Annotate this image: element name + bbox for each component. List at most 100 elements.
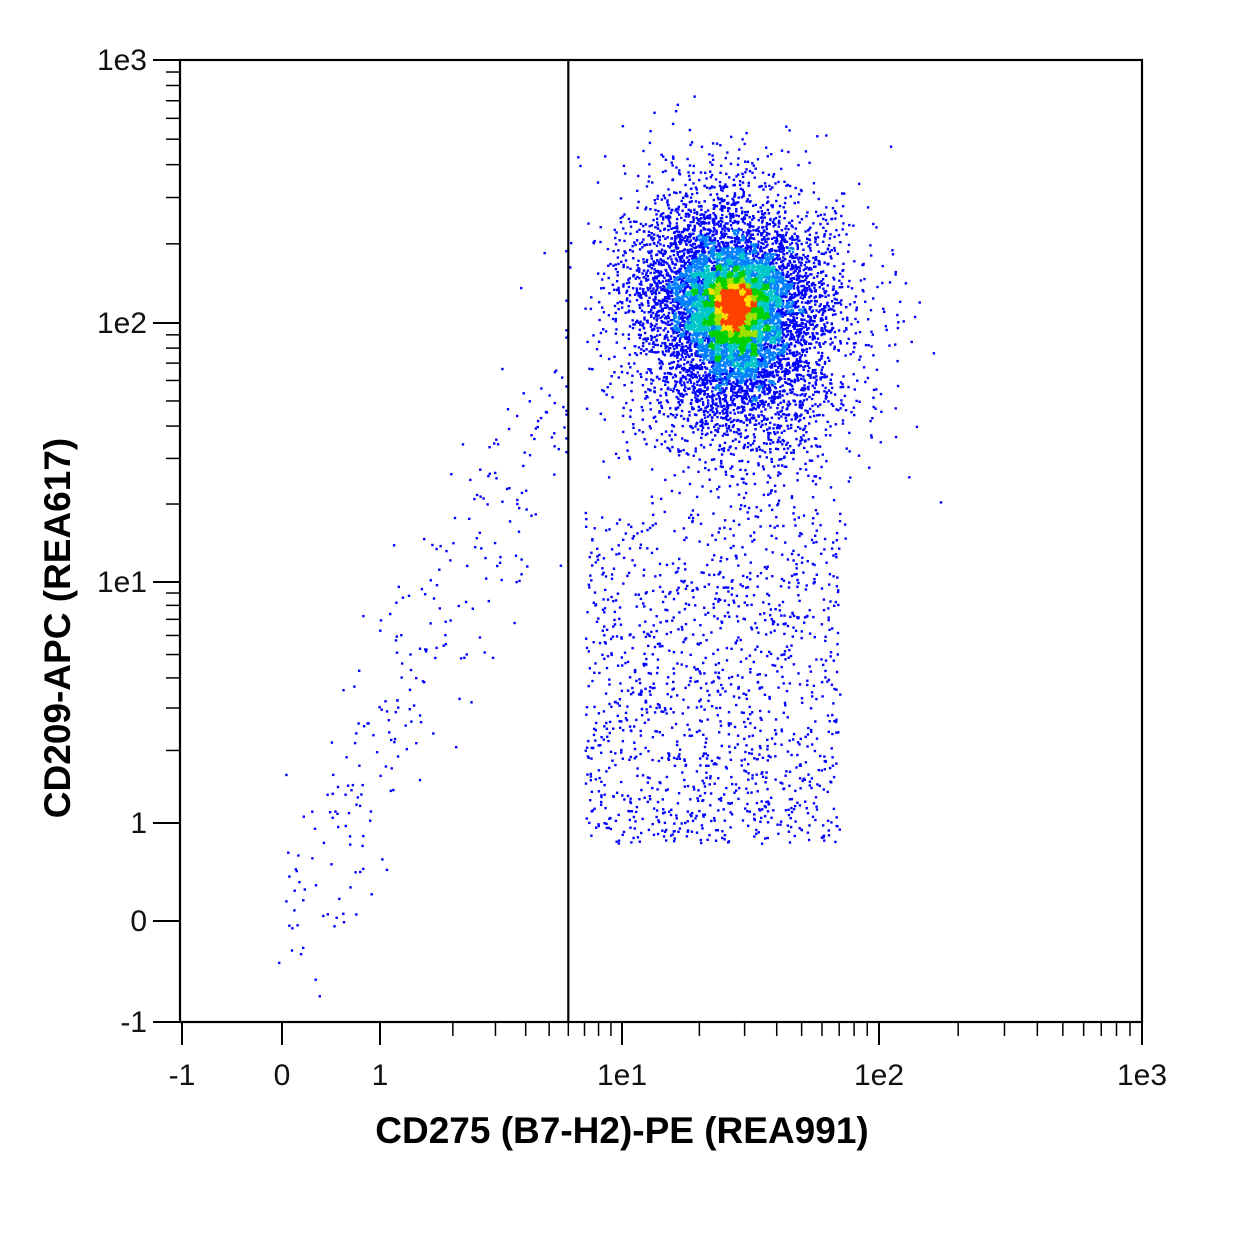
data-point bbox=[849, 476, 852, 479]
data-point bbox=[801, 336, 804, 339]
data-point bbox=[763, 386, 766, 389]
data-point bbox=[718, 362, 722, 365]
data-point bbox=[733, 256, 736, 259]
data-point bbox=[759, 245, 763, 248]
data-point bbox=[804, 274, 807, 278]
data-point bbox=[666, 300, 669, 303]
data-point bbox=[620, 306, 624, 309]
data-point bbox=[620, 301, 624, 304]
data-point bbox=[804, 289, 807, 292]
data-point bbox=[761, 231, 764, 235]
data-point bbox=[742, 190, 745, 194]
data-point bbox=[769, 524, 772, 528]
data-point bbox=[640, 348, 643, 351]
data-point bbox=[802, 378, 806, 381]
data-point bbox=[671, 262, 674, 265]
data-point bbox=[730, 227, 734, 230]
data-point bbox=[804, 256, 807, 259]
data-point bbox=[718, 270, 721, 273]
data-point bbox=[647, 230, 651, 233]
data-point bbox=[718, 412, 721, 415]
data-point bbox=[631, 244, 634, 248]
data-point bbox=[699, 522, 703, 525]
data-point bbox=[799, 414, 802, 418]
data-point bbox=[599, 412, 602, 415]
data-point bbox=[687, 258, 691, 262]
data-point bbox=[798, 360, 802, 364]
data-point bbox=[785, 364, 788, 367]
data-point bbox=[692, 368, 695, 372]
data-point bbox=[756, 246, 760, 249]
data-point bbox=[691, 299, 695, 302]
data-point bbox=[749, 221, 752, 224]
data-point bbox=[734, 246, 737, 250]
data-point bbox=[706, 358, 709, 361]
data-point bbox=[681, 348, 685, 351]
data-point bbox=[694, 186, 698, 189]
data-point bbox=[830, 328, 833, 332]
data-point bbox=[682, 381, 686, 384]
data-point bbox=[621, 414, 625, 418]
data-point bbox=[763, 343, 766, 346]
data-point bbox=[636, 189, 639, 192]
data-point bbox=[641, 290, 645, 293]
data-point bbox=[694, 315, 697, 318]
data-point bbox=[642, 276, 645, 279]
data-point bbox=[721, 380, 724, 383]
data-point bbox=[747, 232, 751, 235]
data-point bbox=[749, 336, 752, 339]
data-point bbox=[677, 230, 680, 233]
data-point bbox=[674, 433, 677, 436]
data-point bbox=[673, 239, 677, 243]
data-point bbox=[737, 157, 740, 160]
data-point bbox=[641, 384, 645, 387]
data-point bbox=[666, 446, 669, 450]
data-point bbox=[825, 375, 828, 378]
data-point bbox=[706, 217, 710, 220]
data-point bbox=[733, 192, 737, 195]
data-point bbox=[690, 266, 694, 269]
data-point bbox=[787, 287, 791, 290]
data-point bbox=[715, 231, 718, 234]
data-point bbox=[824, 340, 827, 344]
data-point bbox=[736, 163, 740, 166]
data-point bbox=[769, 381, 772, 384]
data-point bbox=[701, 362, 704, 365]
data-point bbox=[735, 237, 738, 240]
data-point bbox=[762, 405, 765, 408]
data-point bbox=[598, 318, 601, 322]
data-point bbox=[702, 347, 706, 351]
data-point bbox=[632, 257, 635, 260]
data-point bbox=[616, 301, 619, 305]
data-point bbox=[806, 364, 810, 368]
data-point bbox=[698, 223, 701, 226]
data-point bbox=[745, 238, 748, 242]
data-point bbox=[782, 324, 786, 327]
data-point bbox=[697, 379, 701, 382]
data-point bbox=[839, 303, 843, 306]
data-point bbox=[638, 304, 641, 307]
data-point bbox=[660, 404, 663, 408]
data-point bbox=[787, 404, 790, 407]
data-point bbox=[709, 277, 713, 280]
data-point bbox=[731, 391, 735, 394]
data-point bbox=[732, 178, 736, 181]
data-point bbox=[726, 222, 729, 225]
data-point bbox=[782, 206, 785, 209]
data-point bbox=[778, 335, 781, 338]
data-point bbox=[666, 314, 670, 317]
data-point bbox=[711, 163, 714, 166]
data-point bbox=[785, 451, 788, 454]
data-point bbox=[762, 429, 766, 433]
data-point bbox=[811, 479, 815, 483]
data-point bbox=[766, 351, 769, 355]
data-point bbox=[591, 367, 594, 371]
data-point bbox=[697, 349, 700, 353]
data-point bbox=[766, 243, 769, 246]
data-point bbox=[852, 224, 855, 227]
data-point bbox=[814, 509, 818, 512]
data-point bbox=[821, 308, 824, 311]
data-point bbox=[692, 242, 695, 245]
data-point bbox=[704, 171, 707, 175]
data-point bbox=[844, 537, 847, 540]
